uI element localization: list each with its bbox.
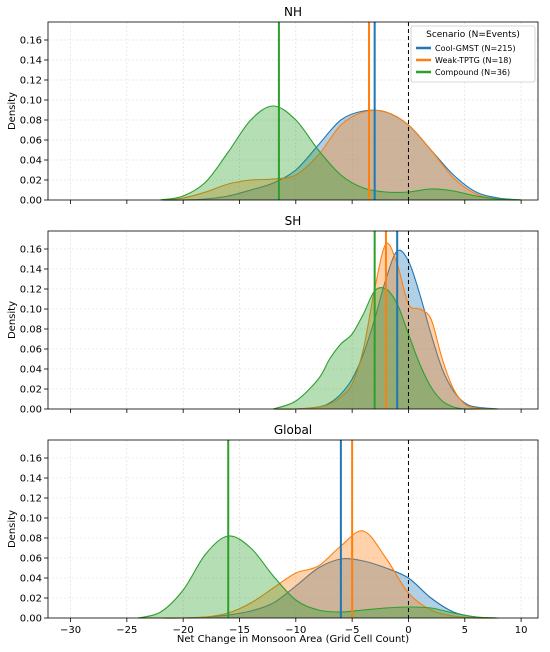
y-tick-label: 0.10 bbox=[20, 305, 42, 316]
legend-entry-label: Compound (N=36) bbox=[435, 68, 510, 77]
y-tick-label: 0.00 bbox=[20, 405, 42, 416]
y-tick-label: 0.02 bbox=[20, 385, 42, 396]
x-axis-label: Net Change in Monsoon Area (Grid Cell Co… bbox=[177, 634, 409, 645]
density-area bbox=[160, 110, 522, 201]
x-tick-label: 5 bbox=[462, 625, 468, 636]
density-curve bbox=[160, 109, 522, 201]
density-curve bbox=[273, 249, 499, 410]
x-tick-label: 0 bbox=[405, 625, 411, 636]
panel-sh: 0.00 0.02 0.04 0.06 0.08 0.10 0.12 0.14 0.16 SH De… bbox=[7, 214, 539, 416]
x-tick-label: −10 bbox=[285, 625, 306, 636]
panel-title: SH bbox=[285, 214, 302, 228]
y-tick-label: 0.08 bbox=[20, 325, 42, 336]
y-tick-label: 0.16 bbox=[20, 454, 42, 465]
y-axis-label: Density bbox=[7, 92, 18, 130]
y-tick-label: 0.02 bbox=[20, 594, 42, 605]
y-tick-label: 0.14 bbox=[20, 265, 42, 276]
y-axis-label: Density bbox=[7, 510, 18, 548]
density-area bbox=[160, 106, 522, 200]
y-tick-label: 0.16 bbox=[20, 36, 42, 47]
legend-title: Scenario (N=Events) bbox=[426, 30, 520, 40]
y-tick-label: 0.08 bbox=[20, 534, 42, 545]
x-tick-label: −30 bbox=[60, 625, 81, 636]
density-curve bbox=[273, 287, 499, 410]
y-tick-label: 0.04 bbox=[20, 574, 42, 585]
y-tick-label: 0.06 bbox=[20, 136, 42, 147]
axes-frame bbox=[47, 439, 539, 619]
density-curve bbox=[137, 535, 499, 619]
y-tick-label: 0.14 bbox=[20, 56, 42, 67]
y-tick-label: 0.14 bbox=[20, 474, 42, 485]
density-curve bbox=[273, 242, 499, 410]
density-curve bbox=[138, 530, 499, 619]
y-tick-label: 0.12 bbox=[20, 285, 42, 296]
panel-global: 0.00 0.02 0.04 0.06 0.08 0.10 0.12 0.14 0.16 −30 −… bbox=[7, 423, 539, 636]
x-tick-label: −20 bbox=[173, 625, 194, 636]
y-tick-label: 0.12 bbox=[20, 76, 42, 87]
y-tick-label: 0.16 bbox=[20, 245, 42, 256]
axes-frame bbox=[47, 21, 539, 201]
legend-box bbox=[410, 25, 536, 83]
x-tick-label: −5 bbox=[345, 625, 360, 636]
y-tick-label: 0.06 bbox=[20, 345, 42, 356]
density-curve bbox=[160, 109, 522, 201]
y-tick-label: 0.10 bbox=[20, 514, 42, 525]
legend: Scenario (N=Events) Cool-GMST (N=215) Weak… bbox=[410, 25, 536, 83]
legend-entry-label: Cool-GMST (N=215) bbox=[435, 44, 516, 53]
legend-entry-label: Weak-TPTG (N=18) bbox=[435, 56, 512, 65]
x-tick-label: −15 bbox=[229, 625, 250, 636]
y-tick-label: 0.08 bbox=[20, 116, 42, 127]
x-tick-label: 10 bbox=[515, 625, 528, 636]
density-curve bbox=[160, 105, 522, 201]
y-tick-label: 0.00 bbox=[20, 196, 42, 207]
x-tick-label: −25 bbox=[116, 625, 137, 636]
y-tick-label: 0.10 bbox=[20, 96, 42, 107]
panel-title: Global bbox=[274, 423, 312, 437]
y-axis-label: Density bbox=[7, 301, 18, 339]
y-tick-label: 0.04 bbox=[20, 365, 42, 376]
density-area bbox=[160, 110, 522, 200]
y-tick-label: 0.02 bbox=[20, 176, 42, 187]
y-tick-label: 0.06 bbox=[20, 554, 42, 565]
panel-title: NH bbox=[284, 5, 302, 19]
y-tick-label: 0.04 bbox=[20, 156, 42, 167]
y-tick-label: 0.00 bbox=[20, 614, 42, 625]
plot-area bbox=[48, 231, 538, 409]
y-tick-label: 0.12 bbox=[20, 494, 42, 505]
axes-frame bbox=[47, 230, 539, 410]
